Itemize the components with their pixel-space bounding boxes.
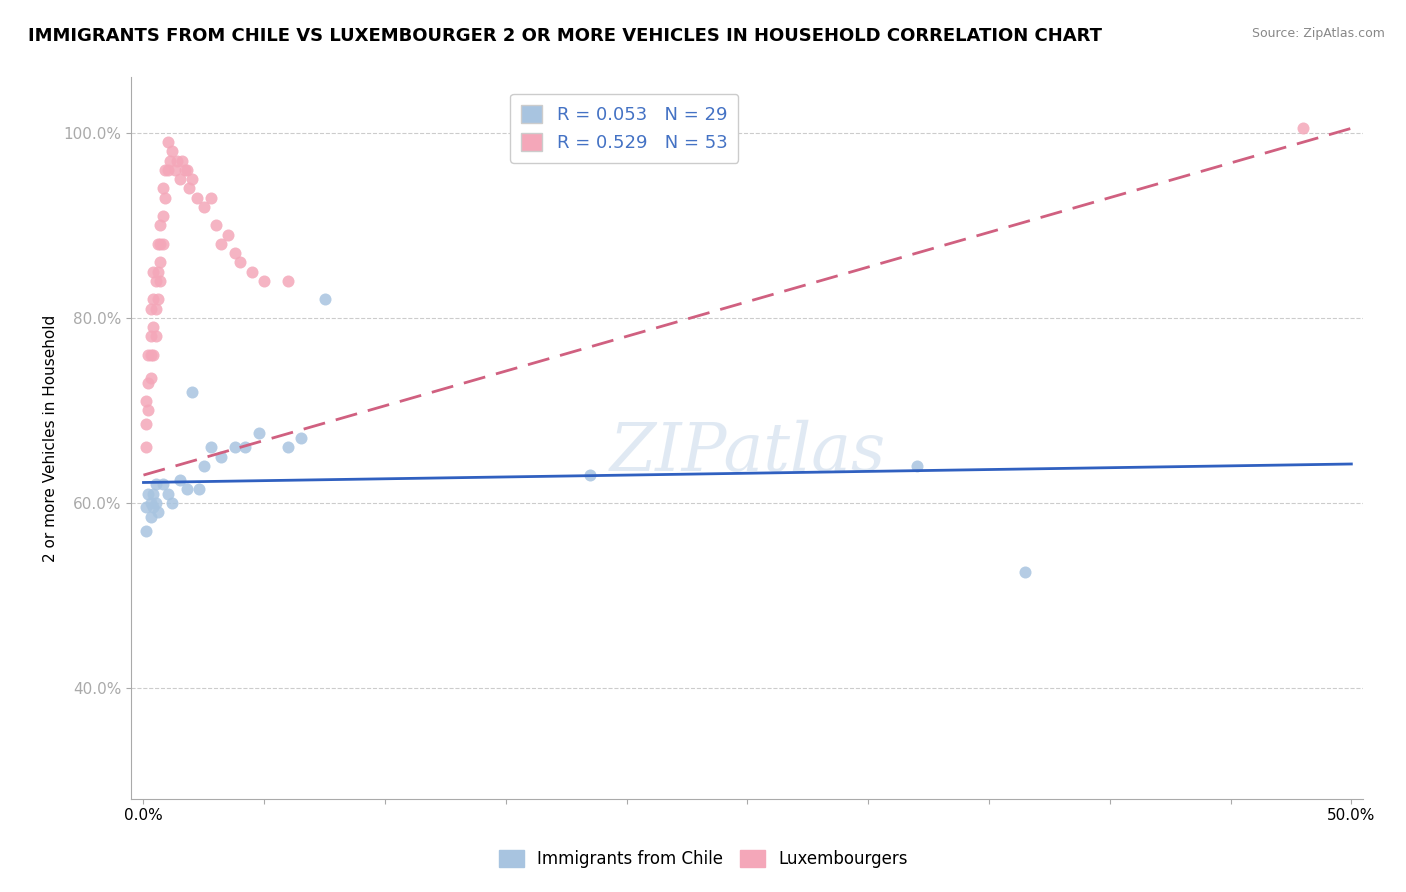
Point xyxy=(277,441,299,455)
Point xyxy=(249,426,271,441)
Point xyxy=(142,486,165,500)
Point xyxy=(145,496,167,510)
Point xyxy=(139,496,162,510)
Point xyxy=(145,477,167,491)
Point xyxy=(159,153,181,168)
Point xyxy=(172,153,194,168)
Point xyxy=(188,482,211,496)
Point xyxy=(142,348,165,362)
Point xyxy=(579,468,602,483)
Point xyxy=(179,181,201,195)
Point xyxy=(277,274,299,288)
Point xyxy=(145,274,167,288)
Point xyxy=(290,431,312,445)
Point xyxy=(135,417,157,432)
Point xyxy=(1014,565,1036,579)
Point xyxy=(136,403,159,417)
Point xyxy=(156,135,179,149)
Point xyxy=(149,255,172,269)
Point xyxy=(176,482,198,496)
Point xyxy=(135,441,157,455)
Point xyxy=(146,265,169,279)
Point xyxy=(136,348,159,362)
Point xyxy=(253,274,276,288)
Point xyxy=(145,329,167,343)
Y-axis label: 2 or more Vehicles in Household: 2 or more Vehicles in Household xyxy=(44,315,58,562)
Point xyxy=(193,200,215,214)
Point xyxy=(136,376,159,390)
Point xyxy=(136,486,159,500)
Legend: R = 0.053   N = 29, R = 0.529   N = 53: R = 0.053 N = 29, R = 0.529 N = 53 xyxy=(510,94,738,163)
Point xyxy=(240,265,263,279)
Point xyxy=(139,371,162,385)
Point xyxy=(314,293,336,307)
Point xyxy=(149,236,172,251)
Point xyxy=(233,441,256,455)
Point xyxy=(139,301,162,316)
Point xyxy=(217,227,239,242)
Point xyxy=(205,219,228,233)
Point xyxy=(155,191,177,205)
Point xyxy=(180,172,202,186)
Point xyxy=(146,236,169,251)
Point xyxy=(142,320,165,334)
Point xyxy=(166,153,188,168)
Legend: Immigrants from Chile, Luxembourgers: Immigrants from Chile, Luxembourgers xyxy=(492,843,914,875)
Point xyxy=(142,293,165,307)
Point xyxy=(163,162,186,177)
Point xyxy=(173,162,195,177)
Point xyxy=(224,246,246,260)
Point xyxy=(224,441,246,455)
Point xyxy=(152,236,174,251)
Point xyxy=(135,500,157,515)
Point xyxy=(139,348,162,362)
Point xyxy=(149,274,172,288)
Point xyxy=(209,236,232,251)
Point xyxy=(142,265,165,279)
Point xyxy=(152,181,174,195)
Point xyxy=(156,486,179,500)
Point xyxy=(139,509,162,524)
Point xyxy=(229,255,252,269)
Point xyxy=(200,191,222,205)
Point xyxy=(152,477,174,491)
Point xyxy=(1292,121,1315,136)
Point xyxy=(145,301,167,316)
Point xyxy=(180,384,202,399)
Point xyxy=(146,505,169,519)
Text: ZIPatlas: ZIPatlas xyxy=(609,420,886,485)
Point xyxy=(135,394,157,409)
Point xyxy=(200,441,222,455)
Point xyxy=(139,329,162,343)
Point xyxy=(193,458,215,473)
Point xyxy=(152,209,174,223)
Point xyxy=(169,473,191,487)
Point xyxy=(146,293,169,307)
Point xyxy=(169,172,191,186)
Text: Source: ZipAtlas.com: Source: ZipAtlas.com xyxy=(1251,27,1385,40)
Point xyxy=(209,450,232,464)
Point xyxy=(142,500,165,515)
Point xyxy=(162,496,184,510)
Point xyxy=(186,191,208,205)
Point xyxy=(162,145,184,159)
Point xyxy=(155,162,177,177)
Point xyxy=(135,524,157,538)
Point xyxy=(905,458,928,473)
Point xyxy=(149,219,172,233)
Point xyxy=(156,162,179,177)
Text: IMMIGRANTS FROM CHILE VS LUXEMBOURGER 2 OR MORE VEHICLES IN HOUSEHOLD CORRELATIO: IMMIGRANTS FROM CHILE VS LUXEMBOURGER 2 … xyxy=(28,27,1102,45)
Point xyxy=(176,162,198,177)
